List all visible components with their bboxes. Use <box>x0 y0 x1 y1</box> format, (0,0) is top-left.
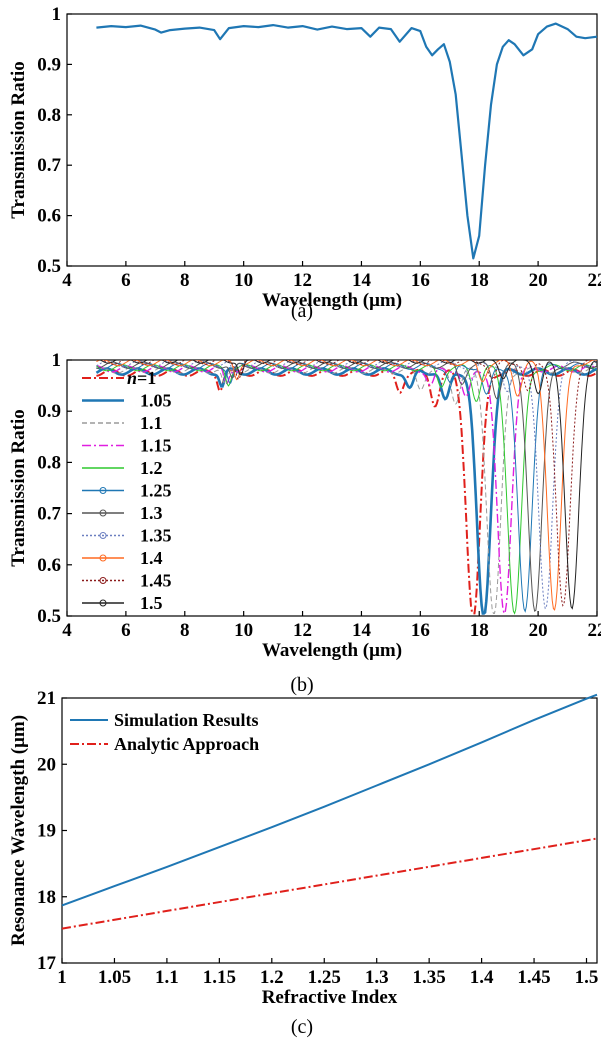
caption-c: (c) <box>291 1016 313 1038</box>
c-xtick-label: 1.3 <box>365 967 389 988</box>
a-ytick-label: 0.5 <box>37 256 61 277</box>
c-xtick-label: 1.2 <box>260 967 284 988</box>
b-xtick-label: 18 <box>470 620 489 641</box>
c-ytick-label: 21 <box>37 688 56 709</box>
c-xtick-label: 1 <box>57 967 67 988</box>
a-ytick-label: 0.6 <box>37 206 61 227</box>
b-xtick-label: 20 <box>529 620 548 641</box>
b-legend-label: 1.5 <box>140 593 163 613</box>
b-legend: n=1 1.051.1 1.151.2 1.251.3 1.351.4 1.451.5 <box>82 368 172 613</box>
c-ytick-label: 20 <box>37 754 56 775</box>
b-xtick-label: 14 <box>352 620 372 641</box>
b-series-line <box>96 366 597 614</box>
b-legend-marker <box>99 509 107 517</box>
c-legend-label: Analytic Approach <box>114 734 259 754</box>
b-xtick-label: 22 <box>588 620 601 641</box>
b-xtick-label: 12 <box>293 620 312 641</box>
b-legend-label: 1.4 <box>140 548 163 568</box>
b-ytick-label: 0.5 <box>37 606 61 627</box>
a-xtick-label: 18 <box>470 270 489 291</box>
b-series-line <box>96 360 597 610</box>
a-xtick-label: 16 <box>411 270 430 291</box>
b-legend-label: 1.1 <box>140 413 163 433</box>
c-xtick-label: 1.45 <box>517 967 550 988</box>
c-legend: Simulation Results Analytic Approach <box>70 710 259 754</box>
b-xtick-label: 16 <box>411 620 430 641</box>
c-ytick-label: 19 <box>37 821 56 842</box>
caption-b: (b) <box>290 674 313 696</box>
b-xtick-label: 8 <box>180 620 190 641</box>
c-xtick-label: 1.5 <box>575 967 599 988</box>
b-xtick-label: 4 <box>62 620 72 641</box>
b-xtick-label: 10 <box>234 620 253 641</box>
b-plot-area <box>95 360 597 615</box>
b-legend-marker <box>99 487 107 494</box>
c-xtick-label: 1.15 <box>203 967 236 988</box>
c-ytick-label: 18 <box>37 887 56 908</box>
b-ytick-label: 0.7 <box>37 504 61 525</box>
b-legend-marker <box>99 599 107 607</box>
c-xtick-label: 1.25 <box>308 967 341 988</box>
c-xtick-label: 1.35 <box>413 967 446 988</box>
a-series-line <box>96 22 598 260</box>
b-ytick-label: 0.8 <box>37 452 61 473</box>
c-xlabel: Refractive Index <box>262 987 398 1008</box>
b-series-line <box>96 360 597 610</box>
b-series-line <box>96 361 597 612</box>
c-series-line <box>61 693 598 907</box>
b-ytick-label: 1 <box>52 350 62 371</box>
b-ylabel: Transmission Ratio <box>8 409 29 566</box>
c-xtick-label: 1.05 <box>98 967 131 988</box>
a-xtick-label: 6 <box>121 270 131 291</box>
b-series-line <box>95 367 597 615</box>
a-ylabel: Transmission Ratio <box>8 61 29 218</box>
b-legend-label: 1.05 <box>140 391 172 411</box>
caption-a: (a) <box>291 300 313 322</box>
panel-b: 4 6 8 10 12 14 16 18 20 22 0.5 0.6 0.7 0.8 0.9 1 Wavelen… <box>8 350 601 661</box>
c-series-line <box>61 837 598 930</box>
a-ytick-label: 0.9 <box>37 54 61 75</box>
a-ytick-label: 0.8 <box>37 105 61 126</box>
b-xtick-label: 6 <box>121 620 131 641</box>
a-ytick-label: 1 <box>52 4 62 25</box>
a-ytick-label: 0.7 <box>37 155 61 176</box>
panel-a: 4 6 8 10 12 14 16 18 20 22 0.5 0.6 0.7 0.8 0.9 1 Wavelen… <box>8 4 601 311</box>
a-axes-box <box>66 13 598 267</box>
b-xlabel: Wavelength (μm) <box>262 640 402 661</box>
b-legend-marker <box>99 554 107 562</box>
b-series-line <box>96 360 597 607</box>
b-legend-label: 1.15 <box>140 436 172 456</box>
b-legend-label: 1.45 <box>140 571 172 591</box>
b-series-line <box>96 365 597 615</box>
b-legend-label: 1.25 <box>140 481 172 501</box>
c-xtick-label: 1.1 <box>155 967 179 988</box>
c-ylabel: Resonance Wavelength (μm) <box>8 715 29 946</box>
b-legend-marker <box>99 577 107 584</box>
b-legend-label: n=1 <box>127 368 156 388</box>
panel-c: 1 1.05 1.1 1.15 1.2 1.25 1.3 1.35 1.4 1.45 1.5 17 18… <box>8 688 598 1008</box>
b-ytick-label: 0.9 <box>37 401 61 422</box>
a-xtick-label: 22 <box>588 270 601 291</box>
a-xtick-label: 10 <box>234 270 253 291</box>
b-ytick-label: 0.6 <box>37 555 61 576</box>
b-legend-label: 1.35 <box>140 526 172 546</box>
b-legend-marker <box>99 532 107 539</box>
c-ytick-label: 17 <box>37 953 57 974</box>
a-xtick-label: 4 <box>62 270 72 291</box>
c-xtick-label: 1.4 <box>470 967 494 988</box>
a-xlabel: Wavelength (μm) <box>262 290 402 311</box>
a-xtick-label: 8 <box>180 270 190 291</box>
b-legend-label: 1.2 <box>140 458 163 478</box>
a-xtick-label: 14 <box>352 270 372 291</box>
b-legend-label: 1.3 <box>140 503 163 523</box>
c-legend-label: Simulation Results <box>114 710 259 730</box>
a-xtick-label: 20 <box>529 270 548 291</box>
a-xtick-label: 12 <box>293 270 312 291</box>
